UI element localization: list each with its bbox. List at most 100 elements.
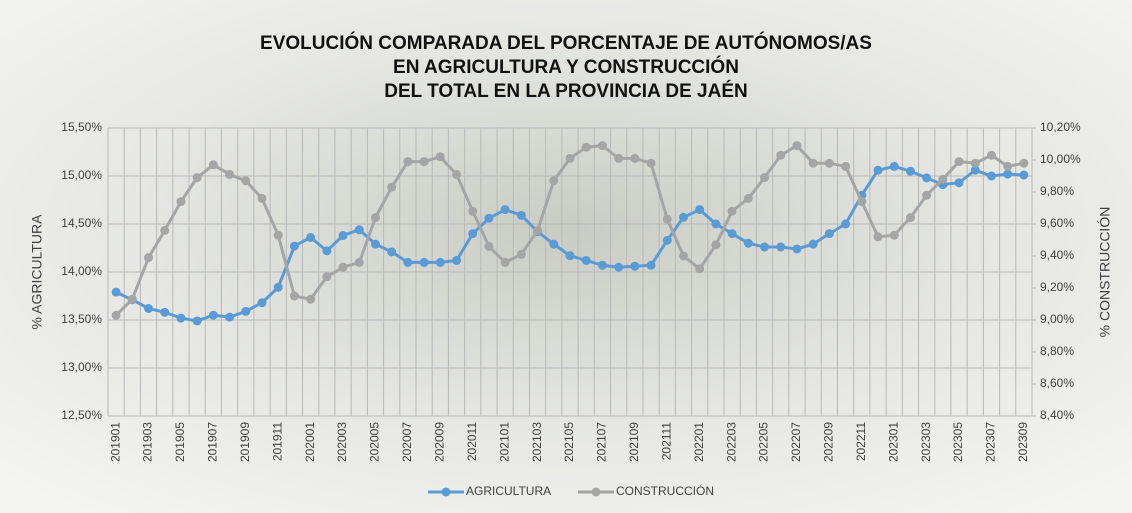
point <box>257 193 267 203</box>
point <box>970 165 980 175</box>
point <box>824 158 834 168</box>
point <box>938 174 948 184</box>
point <box>403 257 413 267</box>
point <box>435 257 445 267</box>
y-axis-title: % AGRICULTURA <box>29 214 45 330</box>
point <box>678 251 688 261</box>
y2-tick-label: 10,00% <box>1040 152 1081 166</box>
point <box>1019 170 1029 180</box>
point <box>403 157 413 167</box>
point <box>792 244 802 254</box>
x-tick-label: 202111 <box>659 422 673 461</box>
point <box>241 176 251 186</box>
point <box>500 205 510 215</box>
y2-tick-label: 8,40% <box>1040 408 1074 422</box>
point <box>711 219 721 229</box>
y2-tick-label: 10,20% <box>1040 120 1081 134</box>
x-tick-label: 202209 <box>822 422 836 462</box>
point <box>662 235 672 245</box>
point <box>614 153 624 163</box>
legend-marker <box>591 487 601 497</box>
point <box>338 231 348 241</box>
point <box>565 153 575 163</box>
y2-tick-label: 9,60% <box>1040 216 1074 230</box>
point <box>370 239 380 249</box>
x-tick-label: 202103 <box>530 422 544 462</box>
point <box>630 261 640 271</box>
x-tick-label: 201909 <box>238 422 252 462</box>
x-tick-label: 201903 <box>141 422 155 462</box>
x-tick-label: 202001 <box>303 422 317 462</box>
x-tick-label: 202201 <box>692 422 706 462</box>
point <box>824 229 834 239</box>
point <box>225 312 235 322</box>
point <box>889 161 899 171</box>
point <box>743 238 753 248</box>
x-tick-label: 202105 <box>562 422 576 462</box>
point <box>905 213 915 223</box>
point <box>354 225 364 235</box>
point <box>776 150 786 160</box>
chart-title: EVOLUCIÓN COMPARADA DEL PORCENTAJE DE AU… <box>260 32 872 54</box>
x-tick-label: 202107 <box>595 422 609 462</box>
point <box>646 260 656 270</box>
point <box>841 219 851 229</box>
point <box>419 157 429 167</box>
point <box>954 157 964 167</box>
point <box>986 171 996 181</box>
point <box>241 306 251 316</box>
x-tick-label: 202101 <box>497 422 511 462</box>
point <box>630 153 640 163</box>
point <box>516 249 526 259</box>
point <box>873 165 883 175</box>
point <box>695 205 705 215</box>
point <box>452 169 462 179</box>
legend-label: AGRICULTURA <box>466 484 551 498</box>
point <box>484 241 494 251</box>
x-tick-label: 202203 <box>724 422 738 462</box>
point <box>387 182 397 192</box>
point <box>338 262 348 272</box>
point <box>160 307 170 317</box>
x-tick-label: 202205 <box>757 422 771 462</box>
point <box>322 272 332 282</box>
x-tick-label: 202009 <box>432 422 446 462</box>
y-tick-label: 13,50% <box>61 312 102 326</box>
point <box>597 141 607 151</box>
chart-title: DEL TOTAL EN LA PROVINCIA DE JAÉN <box>384 80 748 102</box>
legend-marker <box>441 487 451 497</box>
x-tick-label: 201911 <box>270 422 284 461</box>
x-tick-label: 202211 <box>854 422 868 461</box>
point <box>1003 161 1013 171</box>
point <box>549 176 559 186</box>
point <box>419 257 429 267</box>
point <box>597 260 607 270</box>
point <box>678 212 688 222</box>
point <box>176 197 186 207</box>
point <box>192 316 202 326</box>
point <box>289 241 299 251</box>
x-tick-label: 202207 <box>789 422 803 462</box>
x-tick-label: 202005 <box>368 422 382 462</box>
point <box>922 190 932 200</box>
point <box>452 255 462 265</box>
y2-tick-label: 8,80% <box>1040 344 1074 358</box>
point <box>144 253 154 263</box>
point <box>354 257 364 267</box>
point <box>841 161 851 171</box>
legend-label: CONSTRUCCIÓN <box>616 483 714 498</box>
point <box>808 158 818 168</box>
x-tick-label: 202303 <box>919 422 933 462</box>
point <box>808 239 818 249</box>
point <box>760 242 770 252</box>
x-tick-label: 202109 <box>627 422 641 462</box>
y2-axis-title: % CONSTRUCCIÓN <box>1097 207 1113 338</box>
point <box>111 310 121 320</box>
x-tick-label: 202011 <box>465 422 479 461</box>
point <box>727 206 737 216</box>
y-tick-label: 12,50% <box>61 408 102 422</box>
point <box>306 232 316 242</box>
point <box>646 158 656 168</box>
x-tick-label: 202309 <box>1016 422 1030 462</box>
point <box>922 173 932 183</box>
